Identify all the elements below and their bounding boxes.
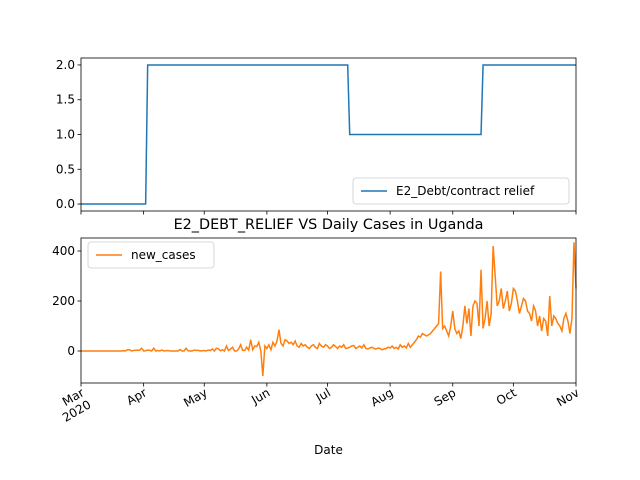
x-tick-label-group: Nov: [554, 385, 581, 409]
axes-frame: [80, 237, 577, 384]
y-tick-label: 200: [52, 294, 75, 308]
x-tick-label-group: Jul: [313, 385, 333, 405]
y-tick-label: 2.0: [56, 58, 75, 72]
x-tick-label-group: Oct: [494, 385, 519, 408]
legend-label: new_cases: [131, 248, 196, 262]
x-tick-label: Jun: [248, 385, 272, 407]
legend-label: E2_Debt/contract relief: [396, 184, 535, 198]
x-tick-label: Nov: [554, 385, 581, 409]
x-tick-label: Jul: [313, 385, 333, 405]
x-tick-label: Mar2020: [53, 385, 93, 424]
x-tick-label-group: Jun: [248, 385, 272, 407]
x-tick-label-group: Mar2020: [53, 385, 94, 424]
x-axis-label: Date: [314, 443, 343, 457]
legend-box: [87, 241, 215, 269]
x-tick-label: Oct: [494, 385, 519, 408]
x-tick-label: Apr: [124, 385, 149, 408]
x-tick-label: Aug: [368, 385, 395, 409]
x-tick-label-group: Aug: [368, 385, 395, 409]
x-tick-label-group: Sep: [432, 385, 459, 408]
x-tick-label: Sep: [432, 385, 459, 408]
data-line: [81, 242, 577, 377]
x-tick-label-group: Apr: [124, 385, 149, 408]
y-tick-label: 1.5: [56, 93, 75, 107]
y-tick-label: 400: [52, 244, 75, 258]
data-line: [81, 64, 576, 205]
legend-box: [352, 177, 570, 205]
x-tick-label-group: May: [181, 385, 209, 410]
y-tick-label: 1.0: [56, 128, 75, 142]
y-tick-label: 0.5: [56, 162, 75, 176]
x-tick-label: May: [181, 385, 209, 410]
chart-title: E2_DEBT_RELIEF VS Daily Cases in Uganda: [174, 217, 484, 233]
y-tick-label: 0: [67, 344, 75, 358]
y-tick-label: 0.0: [56, 197, 75, 211]
